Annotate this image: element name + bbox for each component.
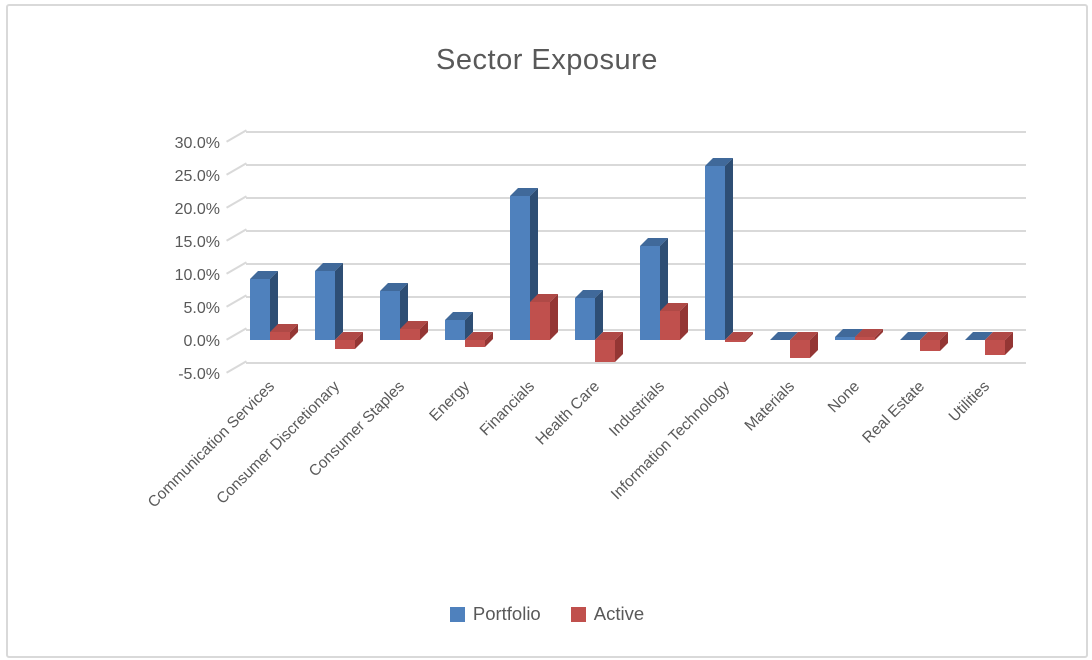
bar-portfolio-consumer-discretionary-side bbox=[335, 263, 343, 340]
bar-active-financials-front bbox=[530, 302, 550, 340]
legend-label-active: Active bbox=[593, 603, 645, 624]
category-label-communication-services: Communication Services bbox=[144, 378, 279, 512]
gridline-20-0- bbox=[246, 197, 1026, 199]
gridline-tick-10-0- bbox=[226, 261, 247, 275]
bar-portfolio-information-technology-side bbox=[725, 158, 733, 340]
y-tick-label: 10.0% bbox=[174, 267, 220, 284]
bar-portfolio-health-care-front bbox=[575, 298, 595, 340]
gridline-tick-20-0- bbox=[226, 195, 247, 209]
gridline-10-0- bbox=[246, 263, 1026, 265]
bar-active-health-care-front bbox=[595, 340, 615, 362]
y-tick-label: 15.0% bbox=[174, 234, 220, 251]
bar-portfolio-none-front bbox=[835, 337, 855, 340]
bar-active-none-front bbox=[855, 337, 875, 340]
bar-active-financials-side bbox=[550, 294, 558, 340]
chart-title: Sector Exposure bbox=[436, 44, 658, 76]
bar-portfolio-information-technology-front bbox=[705, 166, 725, 340]
y-tick-label: 0.0% bbox=[183, 333, 220, 350]
bar-portfolio-financials-front bbox=[510, 196, 530, 340]
bar-active-materials-front bbox=[790, 340, 810, 358]
legend-swatch-active bbox=[570, 606, 586, 622]
gridline-tick-30-0- bbox=[226, 129, 247, 143]
bar-portfolio-consumer-staples-front bbox=[380, 291, 400, 340]
gridline-0-0- bbox=[246, 329, 1026, 331]
gridline-25-0- bbox=[246, 164, 1026, 166]
y-tick-label: 20.0% bbox=[174, 201, 220, 218]
gridline-tick-0-0- bbox=[226, 327, 247, 341]
bar-portfolio-industrials-front bbox=[640, 246, 660, 340]
y-tick-label: -5.0% bbox=[178, 366, 220, 383]
bar-portfolio-consumer-discretionary-front bbox=[315, 271, 335, 340]
gridline-15-0- bbox=[246, 230, 1026, 232]
gridline-tick--5-0- bbox=[226, 360, 247, 374]
bar-active-utilities-front bbox=[985, 340, 1005, 355]
y-tick-label: 25.0% bbox=[174, 168, 220, 185]
gridline-5-0- bbox=[246, 296, 1026, 298]
gridline--5-0- bbox=[246, 362, 1026, 364]
bar-active-real-estate-front bbox=[920, 340, 940, 351]
bar-active-energy-front bbox=[465, 340, 485, 347]
legend-swatch-portfolio bbox=[449, 606, 465, 622]
bar-active-communication-services-front bbox=[270, 332, 290, 340]
bar-portfolio-energy-front bbox=[445, 320, 465, 340]
legend-item-active: Active bbox=[570, 603, 645, 625]
gridline-30-0- bbox=[246, 131, 1026, 133]
legend-label-portfolio: Portfolio bbox=[472, 603, 541, 624]
y-tick-label: 5.0% bbox=[183, 300, 220, 317]
y-tick-label: 30.0% bbox=[174, 135, 220, 152]
bar-active-industrials-front bbox=[660, 311, 680, 340]
legend: Portfolio Active bbox=[8, 603, 1086, 625]
bar-active-information-technology-front bbox=[725, 340, 745, 342]
bar-active-consumer-discretionary-front bbox=[335, 340, 355, 349]
bar-portfolio-communication-services-front bbox=[250, 279, 270, 340]
gridline-tick-15-0- bbox=[226, 228, 247, 242]
gridline-tick-25-0- bbox=[226, 162, 247, 176]
chart-area: Sector Exposure 30.0% 25.0% 20.0% 15.0% 10.0… bbox=[6, 4, 1088, 658]
legend-item-portfolio: Portfolio bbox=[449, 603, 541, 625]
plot-area: 30.0% 25.0% 20.0% 15.0% 10.0% 5.0% 0.0% -5.0% Co… bbox=[8, 6, 1086, 656]
bar-active-industrials-side bbox=[680, 303, 688, 340]
gridline-tick-5-0- bbox=[226, 294, 247, 308]
bar-active-consumer-staples-front bbox=[400, 329, 420, 340]
